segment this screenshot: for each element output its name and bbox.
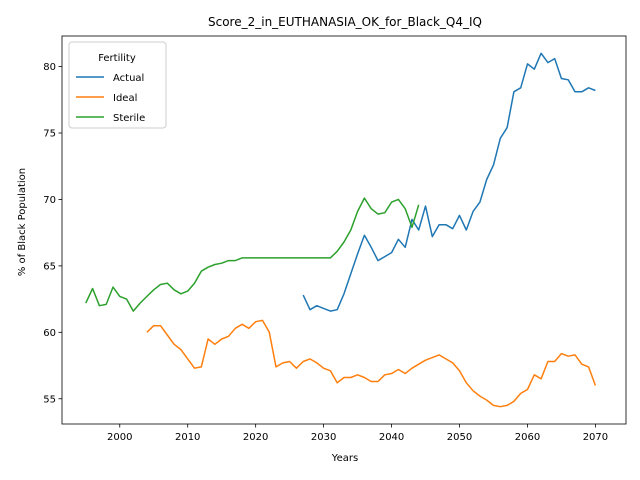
x-tick-label: 2000 [107, 432, 132, 443]
y-tick-label: 75 [43, 129, 56, 140]
x-tick-label: 2050 [447, 432, 472, 443]
series-line-sterile [85, 197, 420, 312]
chart-title: Score_2_in_EUTHANASIA_OK_for_Black_Q4_IQ [208, 15, 482, 29]
y-axis-ticks: 55 60 65 70 75 80 [43, 62, 62, 405]
y-tick-label: 60 [43, 328, 56, 339]
x-tick-label: 2060 [515, 432, 540, 443]
x-tick-label: 2040 [379, 432, 404, 443]
legend-label-sterile: Sterile [113, 113, 145, 124]
legend: Fertility Actual Ideal Sterile [68, 41, 167, 129]
x-tick-label: 2070 [583, 432, 608, 443]
series-line-ideal [146, 319, 597, 408]
x-axis-label: Years [331, 453, 358, 464]
y-tick-label: 55 [43, 394, 56, 405]
axes-frame [61, 35, 627, 425]
x-tick-label: 2030 [311, 432, 336, 443]
y-tick-label: 80 [43, 62, 56, 73]
y-axis-label: % of Black Population [17, 168, 28, 276]
plot-area [61, 35, 627, 425]
legend-label-ideal: Ideal [113, 93, 137, 104]
x-tick-label: 2010 [175, 432, 200, 443]
x-axis-ticks: 2000 2010 2020 2030 2040 2050 2060 2070 [107, 424, 608, 443]
legend-frame [68, 41, 167, 129]
series-line-actual [302, 52, 596, 312]
y-tick-label: 70 [43, 195, 56, 206]
legend-label-actual: Actual [113, 73, 144, 84]
x-tick-label: 2020 [243, 432, 268, 443]
legend-title: Fertility [98, 53, 136, 64]
y-tick-label: 65 [43, 261, 56, 272]
